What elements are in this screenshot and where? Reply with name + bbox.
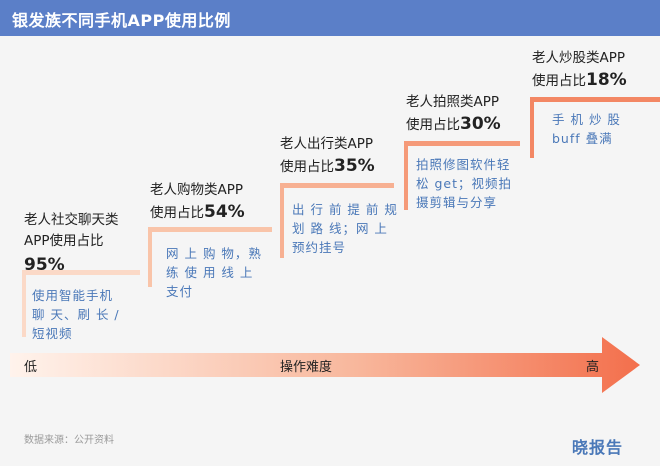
step-photo-title: 老人拍照类APP (406, 94, 500, 110)
step-travel-desc: 出 行 前 提 前 规 划 路 线；网 上 预约挂号 (292, 200, 398, 257)
step-photo-percent: 30% (460, 114, 501, 134)
step-social-desc-line: 聊 天、刷 长 / (32, 307, 120, 322)
step-stock-desc: 手 机 炒 股 buff 叠满 (552, 110, 621, 148)
step-social-desc: 使用智能手机 聊 天、刷 长 / 短视频 (32, 286, 120, 343)
step-social-title-2: APP使用占比 (24, 233, 104, 249)
step-shopping-desc-line: 练 使 用 线 上 (166, 265, 254, 280)
step-travel-percent: 35% (334, 156, 375, 176)
step-photo-desc-line: 松 get；视频拍 (416, 176, 512, 191)
step-line-1 (22, 270, 140, 337)
step-stock-title: 老人炒股类APP (532, 50, 626, 66)
axis-difficulty-label: 操作难度 (280, 360, 333, 375)
step-line-3 (280, 183, 394, 258)
brand-logo: 晓报告 (572, 438, 624, 457)
step-social-title-1: 老人社交聊天类 (24, 212, 119, 228)
step-shopping-title: 老人购物类APP (150, 182, 244, 198)
step-photo-prefix: 使用占比 (406, 117, 460, 133)
axis-low-label: 低 (24, 360, 38, 375)
step-stock: 老人炒股类APP 使用占比18% (532, 48, 627, 92)
step-photo: 老人拍照类APP 使用占比30% (406, 92, 501, 136)
step-shopping: 老人购物类APP 使用占比54% (150, 180, 245, 224)
page-title: 银发族不同手机APP使用比例 (12, 11, 231, 30)
step-travel-prefix: 使用占比 (280, 159, 334, 175)
difficulty-arrow (10, 337, 640, 393)
step-line-4 (404, 141, 520, 210)
axis-high-label: 高 (586, 360, 600, 375)
header-bar: 银发族不同手机APP使用比例 (0, 0, 660, 36)
step-photo-desc-line: 摄剪辑与分享 (416, 195, 498, 210)
step-stock-desc-line: buff 叠满 (552, 131, 613, 146)
step-travel-title: 老人出行类APP (280, 136, 374, 152)
step-line-2 (148, 227, 272, 287)
step-shopping-desc: 网 上 购 物，熟 练 使 用 线 上 支付 (166, 244, 262, 301)
step-line-5 (530, 97, 660, 158)
step-travel-desc-line: 出 行 前 提 前 规 (292, 202, 398, 217)
step-social: 老人社交聊天类 APP使用占比 95% (24, 210, 119, 276)
step-shopping-desc-line: 网 上 购 物，熟 (166, 246, 262, 261)
step-travel: 老人出行类APP 使用占比35% (280, 134, 375, 178)
step-stock-percent: 18% (586, 70, 627, 90)
step-travel-desc-line: 预约挂号 (292, 240, 347, 255)
step-social-desc-line: 短视频 (32, 326, 73, 341)
step-photo-desc: 拍照修图软件轻 松 get；视频拍 摄剪辑与分享 (416, 155, 512, 212)
step-travel-desc-line: 划 路 线；网 上 (292, 221, 388, 236)
data-source: 数据来源：公开资料 (24, 435, 114, 446)
step-shopping-percent: 54% (204, 202, 245, 222)
step-social-desc-line: 使用智能手机 (32, 288, 114, 303)
step-shopping-desc-line: 支付 (166, 284, 194, 299)
step-shopping-prefix: 使用占比 (150, 205, 204, 221)
step-social-percent: 95% (24, 255, 65, 275)
step-stock-desc-line: 手 机 炒 股 (552, 112, 621, 127)
step-stock-prefix: 使用占比 (532, 73, 586, 89)
step-photo-desc-line: 拍照修图软件轻 (416, 157, 511, 172)
